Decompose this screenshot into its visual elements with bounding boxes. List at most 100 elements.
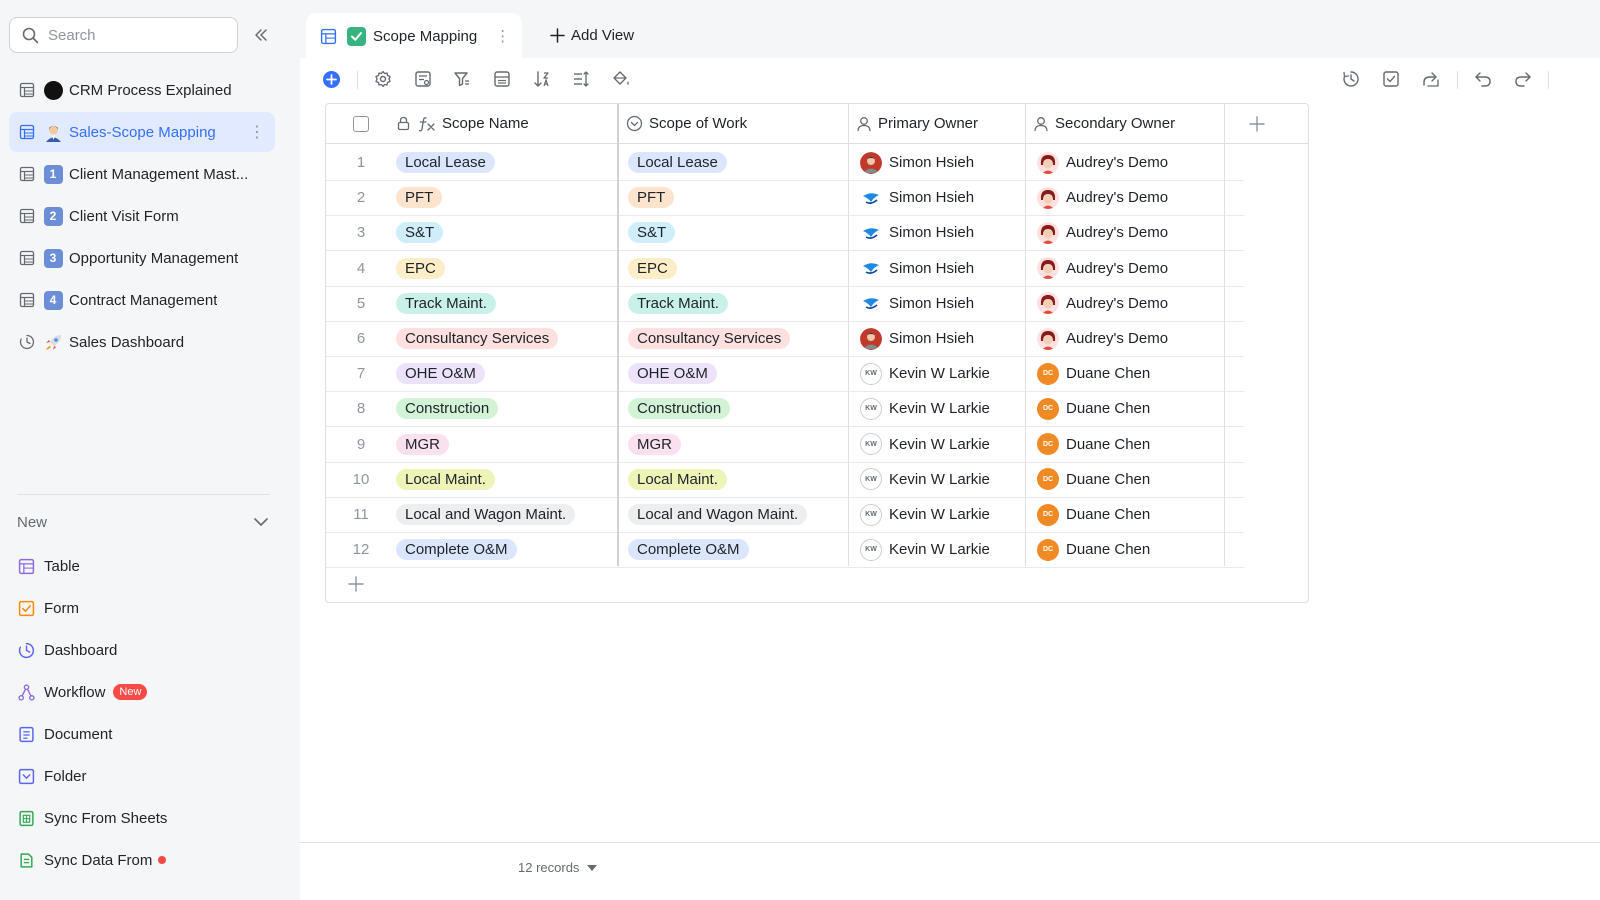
group-button[interactable]	[491, 68, 513, 90]
cell-primary-owner[interactable]: Simon Hsieh	[860, 180, 1025, 215]
cell-primary-owner[interactable]: Simon Hsieh	[860, 215, 1025, 250]
table-row[interactable]: 3 S&T S&T Simon Hsieh Audrey's Demo	[326, 215, 1244, 252]
cell-primary-owner[interactable]: Simon Hsieh	[860, 145, 1025, 180]
sort-button[interactable]	[531, 68, 553, 90]
cell-scope-name[interactable]: Local and Wagon Maint.	[396, 497, 617, 532]
cell-scope-name[interactable]: S&T	[396, 215, 617, 250]
sidebar-item-crm-process[interactable]: CRM Process Explained	[9, 70, 275, 110]
tab-more-icon[interactable]: ⋮	[495, 28, 511, 45]
new-section-toggle[interactable]: New	[17, 510, 270, 534]
cell-primary-owner[interactable]: KW Kevin W Larkie	[860, 497, 1025, 532]
cell-secondary-owner[interactable]: Audrey's Demo	[1037, 321, 1224, 356]
cell-scope-name[interactable]: OHE O&M	[396, 356, 617, 391]
cell-scope-of-work[interactable]: Consultancy Services	[628, 321, 848, 356]
cell-scope-of-work[interactable]: Construction	[628, 391, 848, 426]
frozen-column-divider[interactable]	[617, 104, 619, 566]
column-header-primary-owner[interactable]: Primary Owner	[849, 104, 1026, 144]
cell-primary-owner[interactable]: Simon Hsieh	[860, 251, 1025, 286]
cell-scope-of-work[interactable]: EPC	[628, 251, 848, 286]
collapse-sidebar-button[interactable]	[250, 24, 272, 46]
cell-scope-name[interactable]: Complete O&M	[396, 532, 617, 567]
cell-secondary-owner[interactable]: DC Duane Chen	[1037, 391, 1224, 426]
create-workflow-item[interactable]: Workflow New	[18, 678, 148, 706]
cell-primary-owner[interactable]: KW Kevin W Larkie	[860, 532, 1025, 567]
cell-scope-of-work[interactable]: S&T	[628, 215, 848, 250]
table-row[interactable]: 5 Track Maint. Track Maint. Simon Hsieh Audr…	[326, 286, 1244, 322]
add-view-button[interactable]: Add View	[550, 22, 634, 48]
column-header-secondary-owner[interactable]: Secondary Owner	[1026, 104, 1225, 144]
undo-button[interactable]	[1472, 68, 1494, 90]
column-header-scope-name[interactable]: Scope Name	[396, 104, 618, 144]
share-button[interactable]	[1420, 68, 1442, 90]
cell-scope-name[interactable]: Construction	[396, 391, 617, 426]
sync-from-sheets-item[interactable]: Sync From Sheets	[18, 804, 167, 832]
sidebar-item-client-management[interactable]: 1 Client Management Mast...	[9, 154, 275, 194]
review-button[interactable]	[1380, 68, 1402, 90]
table-row[interactable]: 9 MGR MGR KW Kevin W Larkie DC Duane Chen	[326, 427, 1244, 463]
cell-scope-name[interactable]: Track Maint.	[396, 286, 617, 321]
table-row[interactable]: 6 Consultancy Services Consultancy Service…	[326, 321, 1244, 357]
cell-secondary-owner[interactable]: DC Duane Chen	[1037, 497, 1224, 532]
table-row[interactable]: 10 Local Maint. Local Maint. KW Kevin W Lark…	[326, 462, 1244, 498]
color-fill-button[interactable]	[610, 68, 632, 90]
select-all-checkbox[interactable]	[353, 115, 369, 132]
sidebar-item-opportunity-management[interactable]: 3 Opportunity Management	[9, 238, 275, 278]
search-input[interactable]	[48, 26, 218, 44]
table-row[interactable]: 11 Local and Wagon Maint. Local and Wagon …	[326, 497, 1244, 533]
cell-primary-owner[interactable]: Simon Hsieh	[860, 286, 1025, 321]
cell-secondary-owner[interactable]: DC Duane Chen	[1037, 532, 1224, 567]
cell-secondary-owner[interactable]: DC Duane Chen	[1037, 356, 1224, 391]
cell-secondary-owner[interactable]: Audrey's Demo	[1037, 286, 1224, 321]
more-options-icon[interactable]: ⋮	[249, 124, 265, 141]
cell-scope-of-work[interactable]: Track Maint.	[628, 286, 848, 321]
cell-scope-name[interactable]: Consultancy Services	[396, 321, 617, 356]
redo-button[interactable]	[1512, 68, 1534, 90]
cell-scope-name[interactable]: Local Maint.	[396, 462, 617, 497]
cell-primary-owner[interactable]: KW Kevin W Larkie	[860, 391, 1025, 426]
settings-button[interactable]	[372, 68, 394, 90]
cell-scope-of-work[interactable]: Local Maint.	[628, 462, 848, 497]
cell-scope-of-work[interactable]: Local Lease	[628, 145, 848, 180]
add-column-button[interactable]	[1246, 113, 1268, 135]
cell-scope-name[interactable]: MGR	[396, 427, 617, 462]
cell-secondary-owner[interactable]: Audrey's Demo	[1037, 180, 1224, 215]
cell-scope-of-work[interactable]: Local and Wagon Maint.	[628, 497, 848, 532]
table-row[interactable]: 12 Complete O&M Complete O&M KW Kevin W Lark…	[326, 532, 1244, 569]
record-count-dropdown[interactable]: 12 records	[518, 860, 598, 875]
cell-primary-owner[interactable]: KW Kevin W Larkie	[860, 356, 1025, 391]
cell-scope-of-work[interactable]: OHE O&M	[628, 356, 848, 391]
row-height-button[interactable]	[570, 68, 592, 90]
cell-scope-name[interactable]: EPC	[396, 251, 617, 286]
cell-scope-of-work[interactable]: PFT	[628, 180, 848, 215]
table-row[interactable]: 1 Local Lease Local Lease Simon Hsieh Audrey…	[326, 145, 1244, 181]
tab-scope-mapping[interactable]: Scope Mapping ⋮	[306, 13, 522, 59]
sidebar-item-contract-management[interactable]: 4 Contract Management	[9, 280, 275, 320]
cell-scope-name[interactable]: PFT	[396, 180, 617, 215]
sidebar-item-client-visit-form[interactable]: 2 Client Visit Form	[9, 196, 275, 236]
cell-secondary-owner[interactable]: Audrey's Demo	[1037, 145, 1224, 180]
cell-primary-owner[interactable]: KW Kevin W Larkie	[860, 427, 1025, 462]
sidebar-item-sales-scope-mapping[interactable]: Sales-Scope Mapping ⋮	[9, 112, 275, 152]
fields-button[interactable]	[412, 68, 434, 90]
sidebar-item-sales-dashboard[interactable]: Sales Dashboard	[9, 322, 275, 362]
search-box[interactable]	[9, 17, 238, 53]
sync-data-from-item[interactable]: Sync Data From	[18, 846, 167, 874]
column-header-scope-of-work[interactable]: Scope of Work	[619, 104, 849, 144]
table-row[interactable]: 7 OHE O&M OHE O&M KW Kevin W Larkie DC Duane C…	[326, 356, 1244, 393]
cell-primary-owner[interactable]: KW Kevin W Larkie	[860, 462, 1025, 497]
create-folder-item[interactable]: Folder	[18, 762, 87, 790]
add-record-button[interactable]	[320, 68, 342, 90]
cell-scope-of-work[interactable]: MGR	[628, 427, 848, 462]
cell-primary-owner[interactable]: Simon Hsieh	[860, 321, 1025, 356]
cell-secondary-owner[interactable]: Audrey's Demo	[1037, 215, 1224, 250]
create-document-item[interactable]: Document	[18, 720, 112, 748]
cell-secondary-owner[interactable]: DC Duane Chen	[1037, 462, 1224, 497]
cell-scope-name[interactable]: Local Lease	[396, 145, 617, 180]
table-row[interactable]: 4 EPC EPC Simon Hsieh Audrey's Demo	[326, 251, 1244, 287]
filter-button[interactable]	[451, 68, 473, 90]
history-button[interactable]	[1340, 68, 1362, 90]
cell-secondary-owner[interactable]: Audrey's Demo	[1037, 251, 1224, 286]
create-form-item[interactable]: Form	[18, 594, 79, 622]
add-row-button[interactable]	[346, 574, 366, 594]
create-dashboard-item[interactable]: Dashboard	[18, 636, 117, 664]
